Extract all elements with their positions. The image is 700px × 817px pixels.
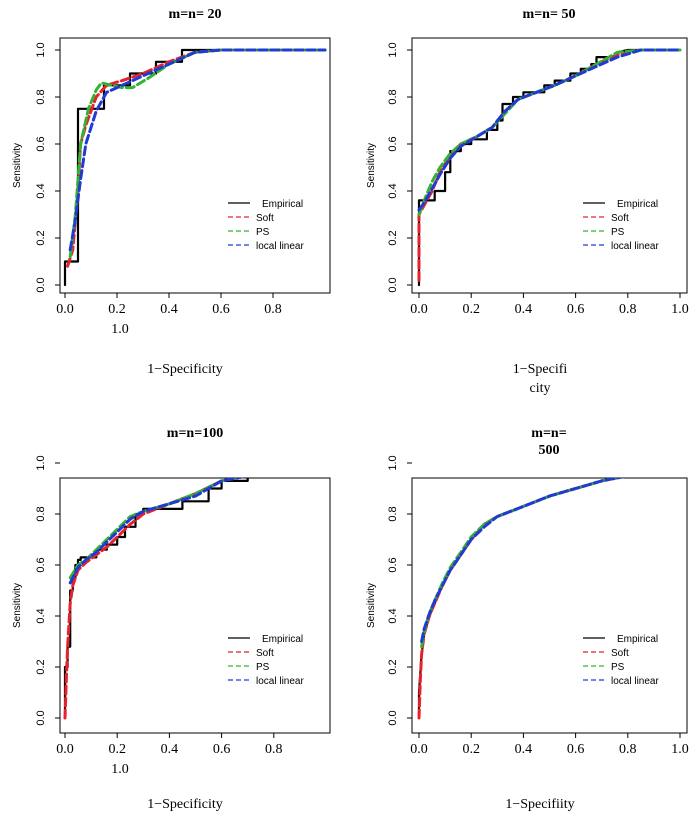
y-tick-label: 0.6 bbox=[35, 557, 47, 572]
y-tick-label: 0.6 bbox=[387, 136, 399, 151]
x-tick-label: 1.0 bbox=[111, 762, 129, 777]
y-tick-label: 0.0 bbox=[35, 710, 47, 725]
y-tick-label: 0.6 bbox=[35, 136, 47, 151]
plot-frame bbox=[59, 37, 331, 294]
series-line-ps bbox=[417, 48, 682, 216]
y-tick-label: 1.0 bbox=[387, 42, 399, 57]
x-tick-label: 0.0 bbox=[410, 742, 428, 757]
series-line-ps bbox=[68, 48, 327, 259]
y-tick-label: 0.2 bbox=[387, 230, 399, 245]
x-axis-label: 1−Specificity bbox=[147, 797, 223, 812]
chart-title: m=n=100 bbox=[167, 426, 223, 441]
x-tick-label: 0.4 bbox=[515, 302, 533, 317]
y-tick-label: 0.6 bbox=[387, 557, 399, 572]
legend-label: local linear bbox=[611, 676, 659, 687]
legend-label: local linear bbox=[256, 676, 304, 687]
x-tick-label: 0.4 bbox=[161, 742, 179, 757]
legend-label: Soft bbox=[256, 213, 274, 224]
panel-4: m=n= 500 0.0 0.2 0.4 0.6 0.8 1.0 0.0 0.2 0.4 0.6 0.8… bbox=[366, 426, 689, 812]
x-tick-label: 0.6 bbox=[567, 302, 585, 317]
x-tick-label: 0.8 bbox=[619, 742, 637, 757]
x-axis-label: 1−Specificity bbox=[147, 362, 223, 377]
x-tick-label: 0.0 bbox=[410, 302, 428, 317]
legend-label: PS bbox=[611, 662, 625, 673]
x-tick-label: 0.4 bbox=[160, 302, 178, 317]
series-line-local-linear bbox=[420, 478, 625, 643]
y-axis-label: Sensitivity bbox=[12, 143, 23, 188]
y-tick-label: 0.0 bbox=[35, 277, 47, 292]
x-tick-label: 0.2 bbox=[462, 742, 480, 757]
series-line-empirical bbox=[63, 48, 327, 287]
legend-label: PS bbox=[256, 227, 270, 238]
x-tick-label: 0.4 bbox=[515, 742, 533, 757]
x-tick-label: 0.0 bbox=[56, 742, 74, 757]
y-tick-label: 0.0 bbox=[387, 710, 399, 725]
x-tick-label: 1.0 bbox=[111, 322, 129, 337]
x-tick-label: 0.0 bbox=[56, 302, 74, 317]
y-tick-label: 0.0 bbox=[387, 277, 399, 292]
series-line-local-linear bbox=[68, 478, 245, 585]
x-tick-label: 0.6 bbox=[213, 742, 231, 757]
legend-label: Empirical bbox=[617, 634, 658, 645]
panel-2: m=n= 50 0.0 0.2 0.4 0.6 0.8 1.0 0.0 0.2 0.4 0.6 0.8… bbox=[366, 7, 689, 396]
x-axis-label: 1−Specifiity bbox=[505, 797, 574, 812]
y-tick-label: 0.8 bbox=[387, 89, 399, 104]
y-tick-label: 0.4 bbox=[35, 608, 47, 623]
panel-1: m=n= 20 0.0 0.2 0.4 0.6 0.8 1.0 0.0 0.2 0.4 0.6 0.8… bbox=[12, 7, 331, 377]
x-tick-label: 1.0 bbox=[671, 742, 689, 757]
x-tick-label: 0.8 bbox=[265, 742, 283, 757]
legend-label: Empirical bbox=[262, 199, 303, 210]
chart-title: m=n= 500 bbox=[531, 426, 566, 458]
legend-label: Empirical bbox=[617, 199, 658, 210]
x-tick-label: 0.8 bbox=[619, 302, 637, 317]
y-tick-label: 0.4 bbox=[35, 183, 47, 198]
chart-title: m=n= 50 bbox=[523, 7, 576, 22]
y-tick-label: 1.0 bbox=[387, 455, 399, 470]
legend-label: Empirical bbox=[262, 634, 303, 645]
x-tick-label: 1.0 bbox=[671, 302, 689, 317]
x-tick-label: 0.2 bbox=[108, 742, 126, 757]
series-line-soft bbox=[63, 478, 245, 720]
y-axis-label: Sensitivity bbox=[366, 583, 377, 628]
x-tick-label: 0.2 bbox=[108, 302, 126, 317]
y-tick-label: 0.8 bbox=[387, 506, 399, 521]
series-line-local-linear bbox=[68, 48, 327, 252]
x-tick-label: 0.6 bbox=[212, 302, 230, 317]
x-tick-label: 0.2 bbox=[462, 302, 480, 317]
plot-frame bbox=[59, 477, 331, 734]
y-tick-label: 1.0 bbox=[35, 42, 47, 57]
y-tick-label: 0.4 bbox=[387, 183, 399, 198]
x-tick-label: 0.8 bbox=[264, 302, 282, 317]
series-line-local-linear bbox=[417, 48, 682, 212]
y-tick-label: 0.8 bbox=[35, 506, 47, 521]
legend-label: Soft bbox=[611, 213, 629, 224]
legend-label: PS bbox=[611, 227, 625, 238]
legend-label: local linear bbox=[611, 241, 659, 252]
y-tick-label: 1.0 bbox=[35, 455, 47, 470]
y-tick-label: 0.2 bbox=[387, 659, 399, 674]
plot-frame bbox=[411, 37, 688, 294]
series-line-ps bbox=[68, 478, 245, 580]
plot-frame bbox=[411, 477, 688, 734]
legend-label: PS bbox=[256, 662, 270, 673]
y-tick-label: 0.4 bbox=[387, 608, 399, 623]
legend-label: Soft bbox=[256, 648, 274, 659]
y-axis-label: Sensitivity bbox=[12, 583, 23, 628]
y-tick-label: 0.2 bbox=[35, 659, 47, 674]
panel-3: m=n=100 0.0 0.2 0.4 0.6 0.8 1.0 0.0 0.2 0.4 0.6 0.8… bbox=[12, 426, 331, 812]
x-tick-label: 0.6 bbox=[567, 742, 585, 757]
chart-title: m=n= 20 bbox=[169, 7, 222, 22]
series-line-soft bbox=[66, 48, 327, 268]
y-axis-label: Sensitivity bbox=[366, 143, 377, 188]
legend-label: local linear bbox=[256, 241, 304, 252]
y-tick-label: 0.2 bbox=[35, 230, 47, 245]
legend-label: Soft bbox=[611, 648, 629, 659]
y-tick-label: 0.8 bbox=[35, 89, 47, 104]
